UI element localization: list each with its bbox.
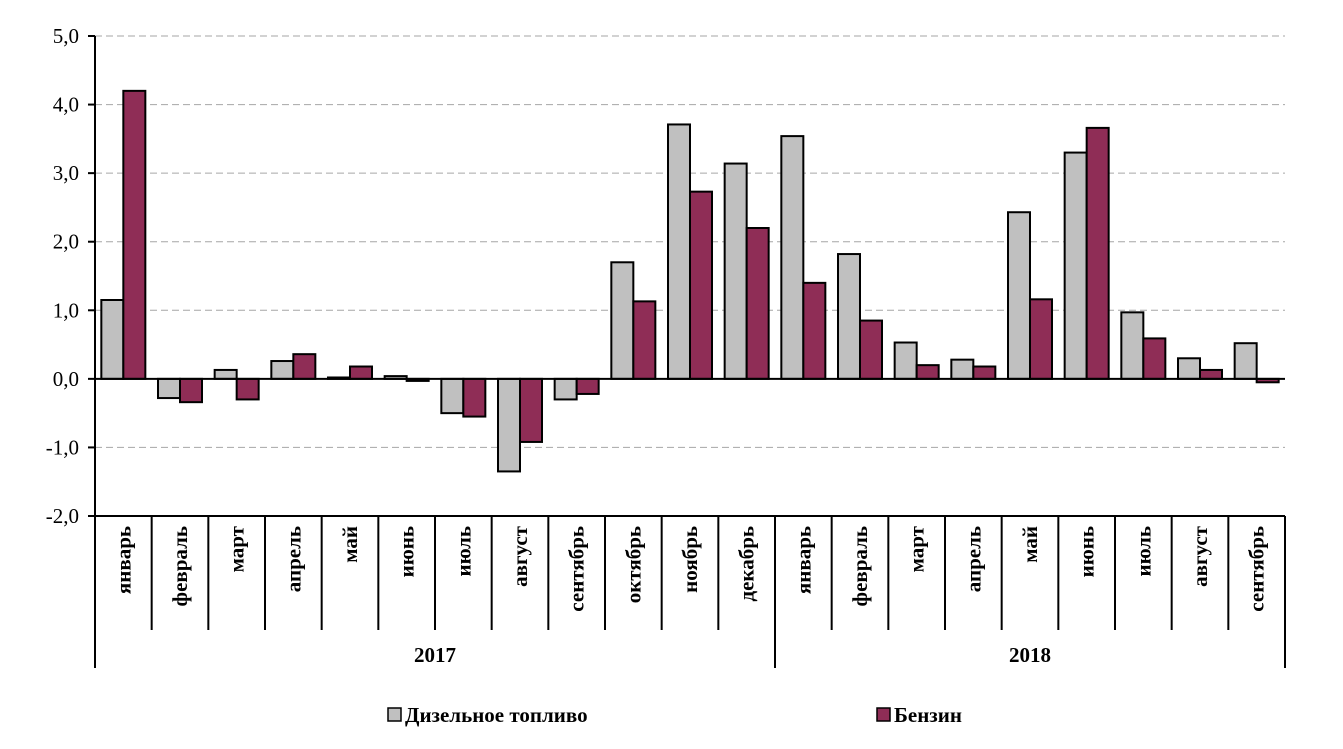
y-tick-label: 1,0: [53, 298, 79, 322]
bar-diesel: [610, 261, 635, 380]
x-tick-label: июль: [1131, 526, 1155, 577]
y-tick-label: 4,0: [53, 93, 79, 117]
x-tick-label: август: [508, 525, 532, 587]
x-tick-label: январь: [111, 526, 135, 594]
bar-diesel: [1007, 211, 1031, 380]
bar-diesel: [780, 135, 805, 380]
year-label: 2018: [1009, 643, 1051, 667]
bar-gasoline: [462, 377, 487, 418]
bar-diesel: [157, 377, 181, 400]
bar-gasoline: [972, 365, 997, 380]
bar-diesel: [667, 123, 691, 380]
x-tick-label: ноябрь: [678, 526, 702, 593]
x-tick-label: март: [905, 525, 929, 572]
x-tick-label: октябрь: [621, 526, 645, 603]
x-tick-label: май: [338, 526, 362, 563]
bar-gasoline: [802, 281, 827, 380]
bar-diesel: [837, 253, 861, 380]
bar-diesel: [497, 377, 521, 473]
bar-gasoline: [1085, 126, 1110, 380]
y-tick-label: 5,0: [53, 24, 79, 48]
bar-gasoline: [519, 377, 543, 443]
bar-gasoline: [689, 190, 713, 380]
x-tick-label: март: [225, 525, 249, 572]
bar-gasoline: [1029, 298, 1053, 380]
bar-diesel: [723, 162, 748, 380]
legend-label: Дизельное топливо: [405, 703, 588, 727]
x-tick-label: февраль: [168, 526, 192, 606]
bar-gasoline: [235, 377, 260, 401]
bar-diesel: [1120, 311, 1145, 380]
bar-diesel: [893, 341, 918, 380]
x-tick-label: апрель: [281, 526, 305, 592]
y-tick-label: 0,0: [53, 367, 79, 391]
year-label: 2017: [414, 643, 456, 667]
bar-diesel: [1063, 151, 1088, 380]
bar-gasoline: [1142, 337, 1167, 380]
bar-diesel: [270, 360, 295, 380]
bar-gasoline: [122, 89, 147, 380]
bar-diesel: [1177, 357, 1201, 380]
bar-diesel: [553, 377, 578, 401]
bar-gasoline: [1199, 368, 1223, 380]
x-tick-label: сентябрь: [565, 526, 589, 612]
bar-gasoline: [349, 365, 373, 380]
legend-swatch: [876, 707, 891, 722]
bar-gasoline: [292, 353, 317, 380]
bar-diesel: [440, 377, 465, 415]
y-tick-label: -2,0: [46, 504, 79, 528]
x-tick-labels: январь февраль март апрель май июнь июль август…: [111, 525, 1268, 611]
bar-gasoline: [179, 377, 203, 404]
legend-swatch: [387, 707, 402, 722]
bar-diesel: [1233, 342, 1258, 380]
year-labels: 2017 2018: [414, 643, 1051, 667]
y-tick-label: 2,0: [53, 230, 79, 254]
y-tick-labels: 5,0 4,0 3,0 2,0 1,0 0,0 -1,0 -2,0: [46, 24, 79, 528]
x-tick-label: декабрь: [735, 526, 759, 602]
x-tick-label: июнь: [395, 526, 419, 577]
legend-label: Бензин: [894, 703, 962, 727]
bars: [100, 89, 1280, 473]
x-tick-label: сентябрь: [1245, 526, 1269, 612]
y-tick-label: 3,0: [53, 161, 79, 185]
x-tick-label: январь: [791, 526, 815, 594]
legend: Дизельное топливо Бензин: [387, 703, 962, 727]
bar-diesel: [213, 368, 238, 380]
bar-gasoline: [575, 377, 600, 395]
x-tick-label: апрель: [961, 526, 985, 592]
x-tick-label: июнь: [1075, 526, 1099, 577]
x-tick-label: июль: [451, 526, 475, 577]
x-tick-label: август: [1188, 525, 1212, 587]
y-tick-label: -1,0: [46, 435, 79, 459]
axes: [88, 35, 1286, 668]
bar-gasoline: [745, 227, 770, 380]
bar-gasoline: [632, 300, 657, 380]
bar-gasoline: [859, 319, 883, 380]
x-tick-label: май: [1018, 526, 1042, 563]
bar-diesel: [100, 299, 125, 380]
bar-diesel: [950, 358, 975, 380]
x-tick-label: февраль: [848, 526, 872, 606]
bar-gasoline: [915, 364, 940, 380]
